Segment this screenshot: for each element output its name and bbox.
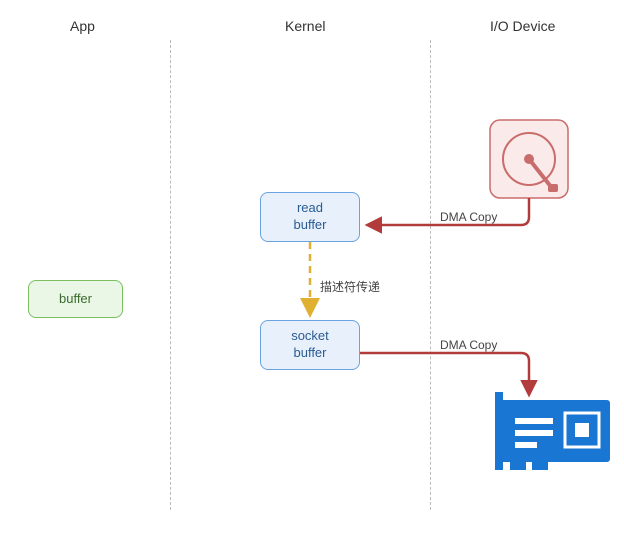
col-header-io: I/O Device — [490, 18, 555, 34]
node-app-buffer: buffer — [28, 280, 123, 318]
node-socket-buffer: socket buffer — [260, 320, 360, 370]
nic-icon — [495, 392, 610, 470]
edge-label-dma-1: DMA Copy — [440, 210, 497, 224]
edge-label-dma-2: DMA Copy — [440, 338, 497, 352]
divider-kernel-io — [430, 40, 431, 510]
node-app-buffer-label: buffer — [59, 291, 92, 308]
edge-label-desc: 描述符传递 — [320, 278, 380, 295]
node-socket-buffer-label: socket buffer — [291, 328, 329, 362]
diagram-overlay — [0, 0, 624, 534]
node-read-buffer: read buffer — [260, 192, 360, 242]
divider-app-kernel — [170, 40, 171, 510]
col-header-kernel: Kernel — [285, 18, 325, 34]
disk-icon — [490, 120, 568, 198]
node-read-buffer-label: read buffer — [293, 200, 326, 234]
col-header-app: App — [70, 18, 95, 34]
edge-socket-to-nic — [360, 353, 529, 394]
